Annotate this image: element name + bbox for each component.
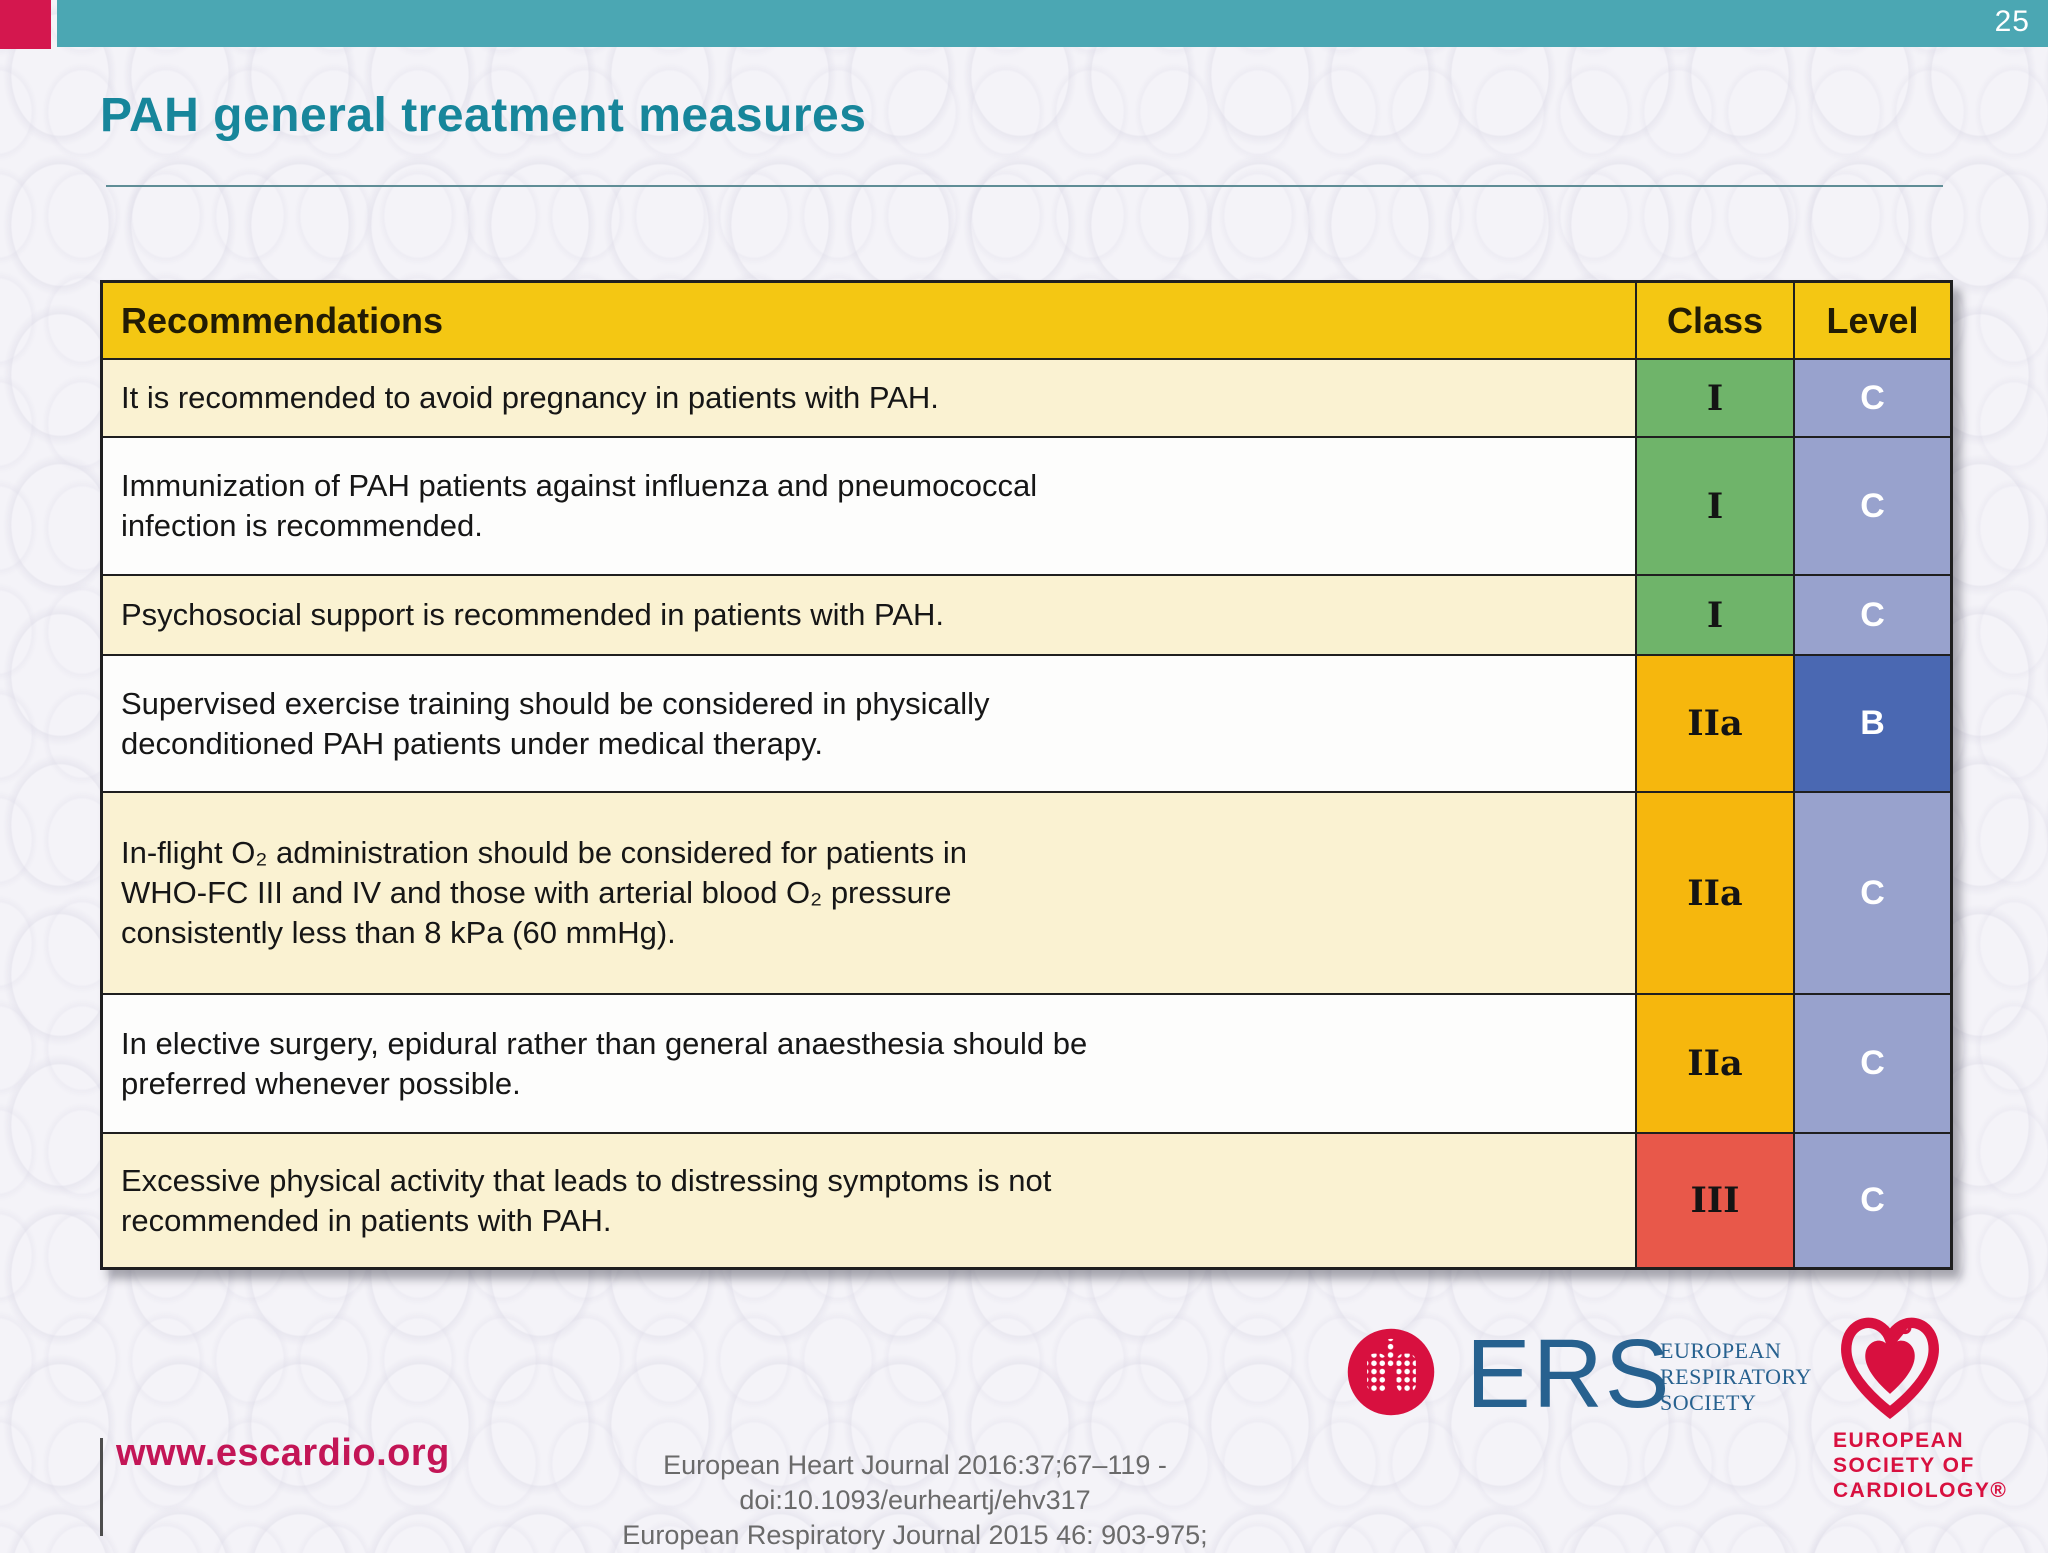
table-row: Psychosocial support is recommended in p… — [103, 574, 1950, 654]
table-body: It is recommended to avoid pregnancy in … — [103, 358, 1950, 1267]
recommendation-cell: In-flight O₂ administration should be co… — [121, 835, 968, 950]
ers-society-line: SOCIETY — [1660, 1390, 1757, 1415]
recommendation-cell: Psychosocial support is recommended in p… — [121, 597, 945, 632]
citation-line-1: European Heart Journal 2016:37;67–119 -d… — [663, 1450, 1167, 1515]
recommendations-table: Recommendations Class Level It is recomm… — [100, 280, 1953, 1270]
ers-acronym: ERS — [1466, 1319, 1672, 1428]
esc-society-name: EUROPEAN SOCIETY OF CARDIOLOGY® — [1833, 1428, 2007, 1503]
table-row: In-flight O₂ administration should be co… — [103, 791, 1950, 993]
esc-line: SOCIETY OF — [1833, 1454, 1975, 1477]
recommendation-cell: Supervised exercise training should be c… — [121, 685, 990, 761]
header-recommendations: Recommendations — [121, 299, 444, 341]
page-number: 25 — [1994, 5, 2030, 38]
ers-society-line: RESPIRATORY — [1660, 1364, 1812, 1389]
title-underline — [106, 185, 1943, 187]
level-cell: C — [1793, 1134, 1950, 1267]
header-class: Class — [1635, 283, 1793, 358]
table-row: It is recommended to avoid pregnancy in … — [103, 358, 1950, 436]
level-cell: B — [1793, 656, 1950, 791]
table-row: Supervised exercise training should be c… — [103, 654, 1950, 791]
ers-society-line: EUROPEAN — [1660, 1338, 1782, 1363]
level-cell: C — [1793, 438, 1950, 574]
citation-block: European Heart Journal 2016:37;67–119 -d… — [520, 1448, 1310, 1553]
esc-line: CARDIOLOGY® — [1833, 1479, 2008, 1502]
brand-corner-square — [0, 0, 51, 49]
esc-line: EUROPEAN — [1833, 1429, 1965, 1452]
class-cell: I — [1635, 576, 1793, 654]
page-title: PAH general treatment measures — [100, 89, 867, 142]
escardio-link[interactable]: www.escardio.org — [116, 1432, 450, 1474]
class-cell: IIa — [1635, 995, 1793, 1132]
table-row: Excessive physical activity that leads t… — [103, 1132, 1950, 1267]
level-cell: C — [1793, 793, 1950, 993]
class-cell: I — [1635, 438, 1793, 574]
table-row: In elective surgery, epidural rather tha… — [103, 993, 1950, 1132]
table-header-row: Recommendations Class Level — [103, 283, 1950, 358]
level-cell: C — [1793, 360, 1950, 436]
recommendation-cell: Immunization of PAH patients against inf… — [121, 468, 1038, 543]
ers-lungs-icon — [1347, 1328, 1435, 1416]
class-cell: IIa — [1635, 793, 1793, 993]
footer-divider-line — [100, 1438, 103, 1536]
recommendation-cell: Excessive physical activity that leads t… — [121, 1162, 1052, 1238]
table-row: Immunization of PAH patients against inf… — [103, 436, 1950, 574]
class-cell: III — [1635, 1134, 1793, 1267]
top-bar: 25 — [57, 0, 2048, 47]
level-cell: C — [1793, 995, 1950, 1132]
header-level: Level — [1793, 283, 1950, 358]
class-cell: IIa — [1635, 656, 1793, 791]
level-cell: C — [1793, 576, 1950, 654]
recommendation-cell: It is recommended to avoid pregnancy in … — [121, 380, 939, 415]
class-cell: I — [1635, 360, 1793, 436]
esc-heart-icon — [1841, 1317, 1939, 1420]
ers-society-name: EUROPEAN RESPIRATORY SOCIETY — [1660, 1338, 1812, 1416]
recommendation-cell: In elective surgery, epidural rather tha… — [121, 1025, 1088, 1101]
